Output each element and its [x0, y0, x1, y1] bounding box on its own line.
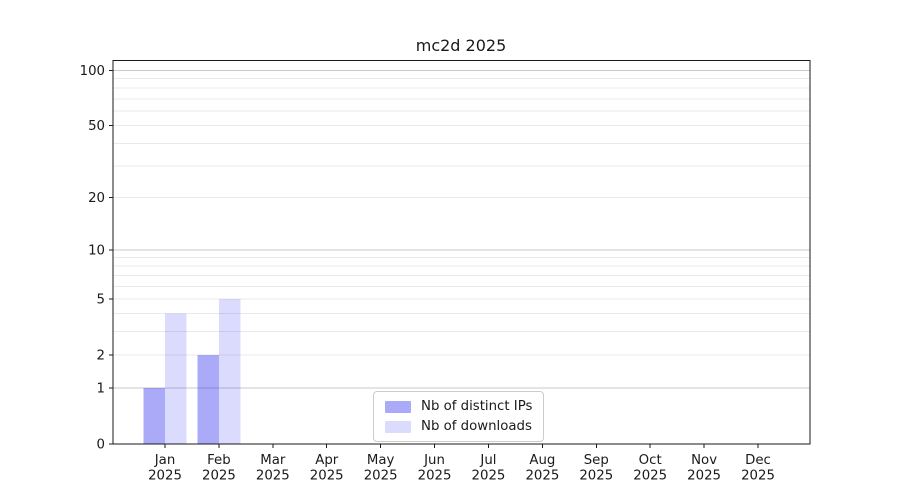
x-tick-label-year: 2025	[202, 469, 236, 484]
bar-distinct-ips	[197, 355, 219, 444]
bar-distinct-ips	[143, 387, 165, 444]
x-tick-label-month: Aug	[529, 453, 555, 468]
x-tick-label-month: Jul	[479, 453, 496, 468]
legend-item-distinct-ips: Nb of distinct IPs	[385, 399, 533, 414]
y-tick-label: 5	[97, 292, 105, 307]
chart-title: mc2d 2025	[415, 36, 507, 55]
bar-downloads	[218, 298, 241, 444]
x-tick-label-year: 2025	[579, 469, 613, 484]
x-tick-label-year: 2025	[687, 469, 721, 484]
x-tick-label-month: Dec	[745, 453, 771, 468]
x-tick-label-year: 2025	[148, 469, 182, 484]
legend-swatch-distinct-ips	[385, 400, 411, 413]
y-tick-label: 10	[88, 243, 105, 258]
x-tick-label-month: Sep	[584, 453, 609, 468]
x-tick-label-month: Jan	[154, 453, 176, 468]
x-tick-label-month: Apr	[315, 453, 339, 468]
y-tick-label: 100	[80, 64, 105, 79]
x-tick-label-month: Jun	[423, 453, 445, 468]
y-tick-label: 1	[97, 381, 105, 396]
legend-label-distinct-ips: Nb of distinct IPs	[421, 399, 533, 414]
plot-border	[112, 60, 811, 445]
x-tick-label-month: Oct	[639, 453, 662, 468]
x-tick-label-month: Feb	[207, 453, 231, 468]
y-tick-label: 0	[97, 438, 105, 453]
legend-label-downloads: Nb of downloads	[421, 419, 532, 434]
x-tick-label-year: 2025	[418, 469, 452, 484]
x-tick-label-year: 2025	[525, 469, 559, 484]
y-tick-label: 50	[88, 119, 105, 134]
legend: Nb of distinct IPs Nb of downloads	[373, 391, 544, 442]
x-tick-label-year: 2025	[741, 469, 775, 484]
x-tick-label-year: 2025	[256, 469, 290, 484]
legend-item-downloads: Nb of downloads	[385, 419, 533, 434]
x-tick-label-year: 2025	[364, 469, 398, 484]
y-tick-label: 20	[88, 191, 105, 206]
x-tick-label-year: 2025	[472, 469, 506, 484]
bar-downloads	[165, 313, 187, 444]
x-tick-label-month: Mar	[260, 453, 286, 468]
x-tick-label-year: 2025	[633, 469, 667, 484]
legend-swatch-downloads	[385, 420, 411, 433]
x-tick-label-month: May	[367, 453, 395, 468]
y-tick-label: 2	[97, 349, 105, 364]
x-tick-label-month: Nov	[691, 453, 717, 468]
x-tick-label-year: 2025	[310, 469, 344, 484]
